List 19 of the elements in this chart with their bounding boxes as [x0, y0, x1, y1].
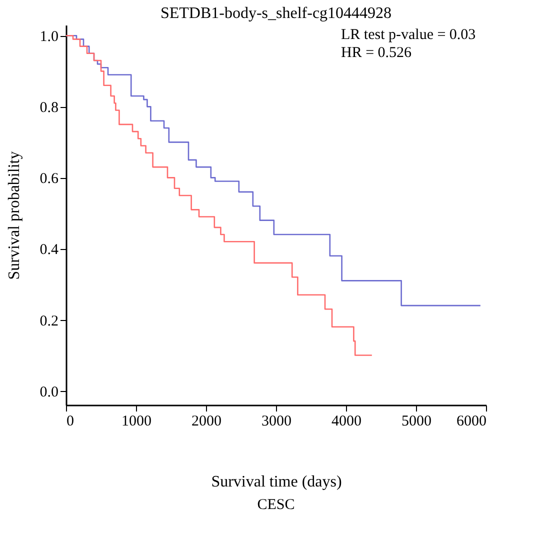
- annotation: LR test p-value = 0.03: [341, 27, 476, 43]
- chart-title: SETDB1-body-s_shelf-cg10444928: [160, 5, 392, 22]
- annotation: HR = 0.526: [341, 45, 412, 61]
- y-tick-label: 0.6: [40, 171, 59, 188]
- text: CESC: [257, 497, 295, 513]
- x-axis-title: Survival time (days): [211, 474, 342, 490]
- y-axis-title: Survival probability: [6, 151, 23, 280]
- x-tick-label: 5000: [402, 414, 432, 430]
- y-tick-label: 0.0: [40, 384, 58, 400]
- x-tick-label: 1000: [122, 414, 152, 430]
- x-tick-label: 3000: [262, 414, 292, 430]
- y-tick-label: 1.0: [40, 29, 58, 46]
- x-tick-label: 2000: [192, 414, 222, 430]
- y-tick-label: 0.2: [40, 313, 58, 330]
- x-tick-label: 0: [66, 414, 74, 430]
- x-tick-label: 4000: [332, 414, 362, 430]
- y-tick-label: 0.8: [40, 100, 58, 116]
- x-tick-label: 6000: [456, 414, 486, 430]
- y-tick-label: 0.4: [40, 242, 59, 258]
